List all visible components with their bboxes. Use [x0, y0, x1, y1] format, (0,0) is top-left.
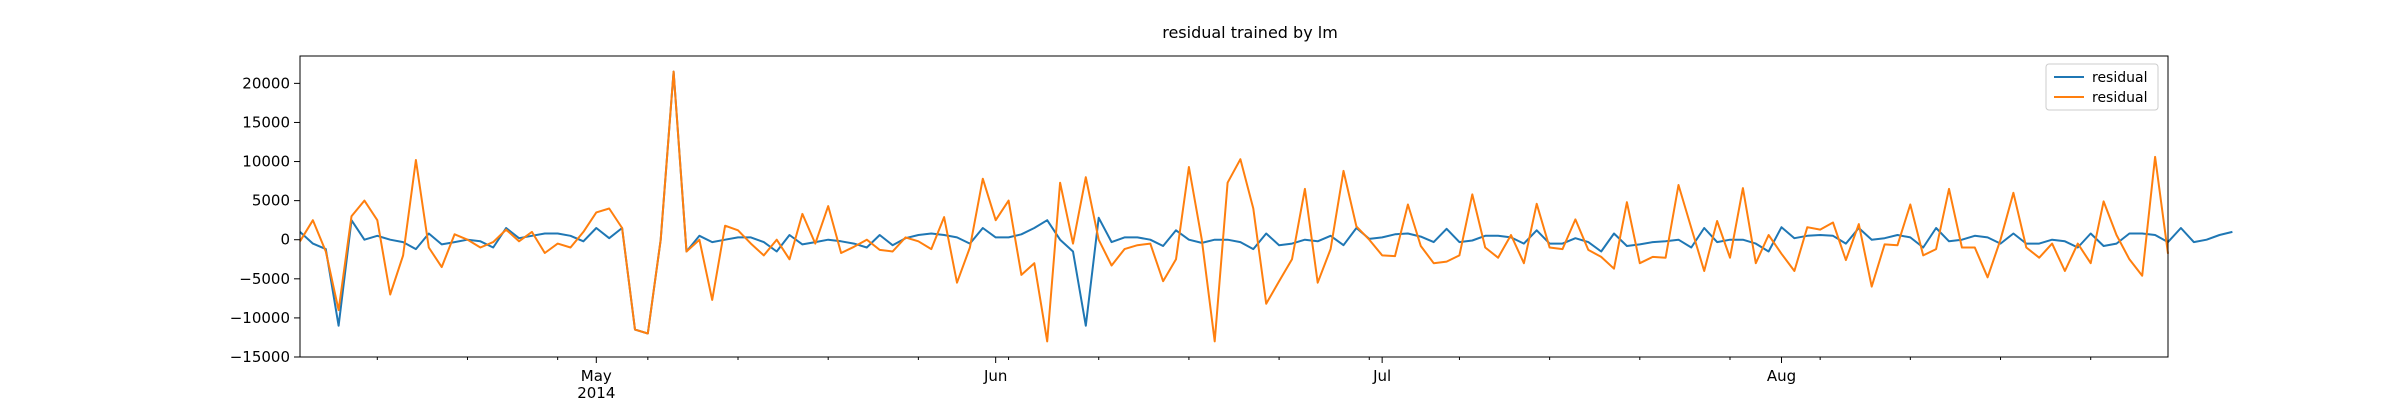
y-tick-label: −10000	[230, 309, 290, 327]
y-tick-label: −5000	[239, 270, 290, 288]
series-line-1	[299, 70, 2169, 343]
y-axis: −15000 −10000 −5000 0 5000 10000 15000 20000	[230, 74, 300, 366]
x-tick-label: Jul	[1372, 367, 1391, 385]
y-tick-label: 20000	[242, 74, 290, 92]
legend-label-1: residual	[2092, 90, 2147, 106]
y-tick-label: 0	[280, 231, 290, 249]
x-tick-sublabel: 2014	[577, 384, 615, 400]
x-tick-label: Aug	[1767, 367, 1796, 385]
y-tick-label: −15000	[230, 348, 290, 366]
y-tick-label: 10000	[242, 153, 290, 171]
chart-title: residual trained by lm	[1162, 23, 1338, 42]
legend-label-0: residual	[2092, 70, 2147, 86]
plot-frame	[299, 55, 2169, 358]
series-layer	[299, 70, 2233, 343]
y-tick-label: 15000	[242, 113, 290, 131]
x-tick-label: May	[581, 367, 612, 385]
x-tick-label: Jun	[983, 367, 1007, 385]
legend-box	[2045, 63, 2159, 111]
legend: residual residual	[2045, 63, 2159, 111]
y-tick-label: 5000	[252, 192, 290, 210]
